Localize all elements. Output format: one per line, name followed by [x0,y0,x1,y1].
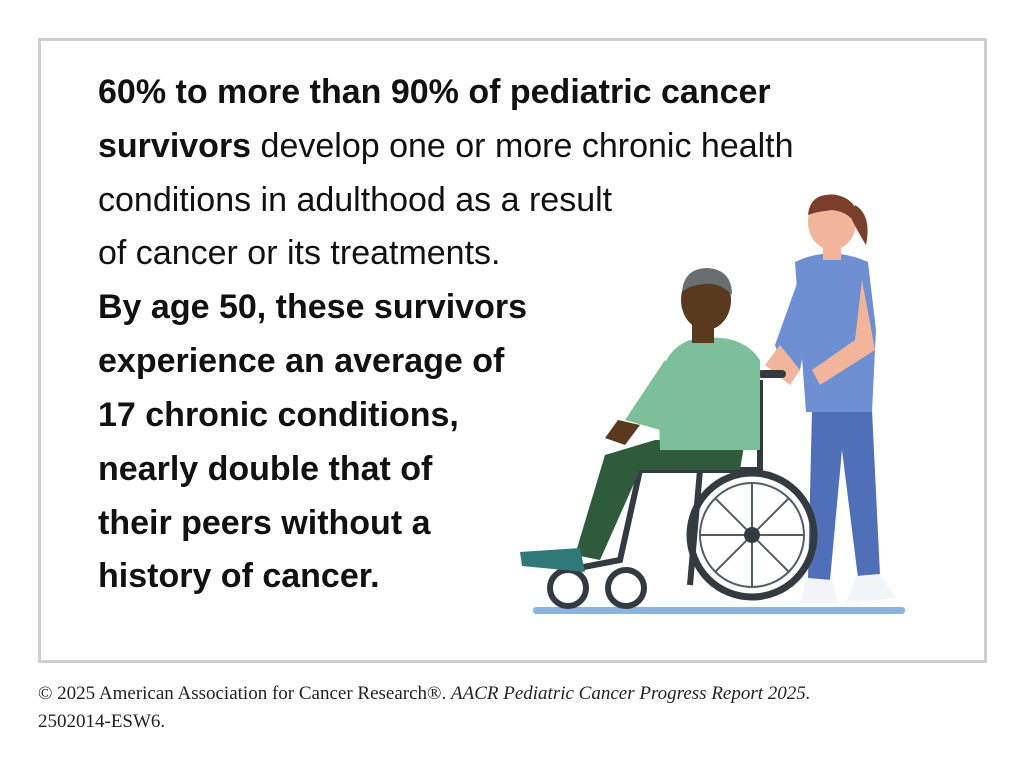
code: 2502014-ESW6. [38,711,166,732]
copyright: © 2025 American Association for Cancer R… [38,683,447,704]
text-line: survivors develop one or more chronic he… [98,126,794,166]
bold-text: nearly double that of [98,450,433,488]
bold-text: By age 50, these survivors [98,288,528,326]
footer-line: © 2025 American Association for Cancer R… [38,683,811,705]
text-line: By age 50, these survivors [98,287,527,327]
bold-text: 17 chronic conditions, [98,396,459,434]
text-line: their peers without a [98,503,431,543]
text-line: history of cancer. [98,556,380,596]
text: develop one or more chronic health [260,127,794,165]
bold-text: experience an average of [98,342,505,380]
card [38,38,987,663]
text-line: 17 chronic conditions, [98,395,459,435]
footer-line: 2502014-ESW6. [38,711,165,733]
report-title: AACR Pediatric Cancer Progress Report 20… [450,683,811,704]
illustration [520,194,905,614]
text-line: conditions in adulthood as a result [98,180,612,220]
text-line: 60% to more than 90% of pediatric cancer [98,72,771,112]
text-line: experience an average of [98,341,504,381]
text: conditions in adulthood as a result [98,181,613,219]
text-line: of cancer or its treatments. [98,233,501,273]
bold-text: survivors [98,127,252,165]
bold-text: their peers without a [98,504,431,542]
bold-text: 60% to more than 90% of pediatric cancer [98,73,771,111]
text-line: nearly double that of [98,449,432,489]
text: of cancer or its treatments. [98,234,501,272]
bold-text: history of cancer. [98,557,380,595]
